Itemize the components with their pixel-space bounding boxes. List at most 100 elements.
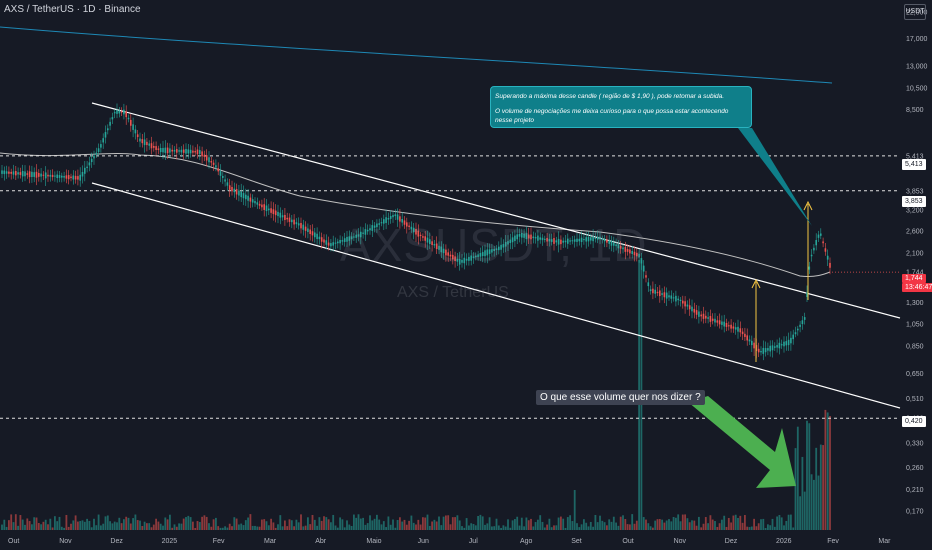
candle-body — [19, 172, 22, 175]
candle-body — [470, 255, 472, 261]
candle-body — [258, 203, 261, 206]
candle-body — [783, 341, 785, 347]
channel-upper-line[interactable] — [91, 102, 901, 319]
volume-bar — [534, 522, 537, 530]
x-tick-label: Fev — [827, 538, 839, 545]
candle-body — [484, 250, 486, 257]
volume-bar — [566, 517, 569, 530]
volume-bar — [502, 525, 505, 530]
candle-body — [493, 249, 495, 251]
candle-body — [458, 258, 461, 265]
candle-body — [337, 241, 339, 244]
volume-bar — [70, 523, 72, 530]
x-tick-label: Set — [571, 538, 582, 545]
volume-bar — [737, 517, 739, 530]
candle-body — [389, 216, 392, 219]
volume-bar — [543, 527, 546, 530]
volume-bar — [14, 514, 17, 530]
annotation-note[interactable]: Superando a máxima desse candle ( região… — [490, 86, 752, 128]
volume-bar — [382, 521, 385, 530]
candle-body — [348, 236, 351, 241]
short-moving-average[interactable] — [0, 152, 831, 277]
candle-body — [116, 110, 118, 114]
volume-bar — [440, 525, 443, 530]
volume-bar — [497, 525, 500, 530]
volume-bar — [228, 523, 231, 530]
volume-bar — [709, 515, 712, 530]
volume-bar — [794, 448, 797, 530]
candle-body — [318, 236, 321, 240]
volume-bar — [486, 523, 489, 530]
volume-bar — [19, 515, 22, 530]
long-moving-average[interactable] — [0, 26, 833, 84]
candle-body — [5, 171, 8, 174]
volume-bar — [571, 521, 574, 530]
candle-body — [412, 227, 415, 233]
candle-body — [707, 317, 709, 319]
channel-lower-line[interactable] — [91, 182, 901, 409]
volume-bar — [562, 518, 565, 530]
volume-bar — [74, 515, 77, 530]
annotation-question[interactable]: O que esse volume quer nos dizer ? — [536, 390, 705, 405]
volume-bar — [330, 522, 332, 530]
candle-body — [504, 242, 507, 247]
candle-body — [610, 240, 613, 246]
candle-body — [580, 237, 583, 243]
volume-bar — [481, 516, 484, 530]
candle-body — [369, 228, 371, 231]
candle-body — [447, 252, 449, 256]
candle-body — [201, 151, 203, 157]
volume-bar — [86, 518, 88, 530]
candle-body — [194, 151, 196, 153]
candle-body — [125, 111, 127, 118]
volume-bar — [474, 525, 477, 530]
candle-body — [732, 326, 735, 329]
x-tick-label: 2026 — [776, 538, 792, 545]
candle-body — [647, 282, 650, 287]
volume-bar — [31, 524, 33, 530]
y-tick-label: 1,300 — [906, 300, 924, 307]
candle-body — [438, 245, 440, 250]
candle-body — [10, 171, 12, 174]
green-arrow-icon[interactable] — [688, 396, 796, 488]
candle-body — [507, 241, 509, 245]
candle-body — [226, 182, 229, 186]
candle-body — [31, 171, 33, 177]
candle-body — [410, 226, 413, 230]
candle-body — [429, 239, 431, 244]
candle-body — [433, 244, 436, 246]
candle-body — [435, 243, 438, 250]
candle-body — [594, 237, 597, 240]
x-tick-label: 2025 — [162, 538, 178, 545]
candle-body — [675, 295, 677, 302]
candle-body — [532, 236, 535, 239]
candle-body — [521, 233, 523, 238]
volume-bar — [35, 517, 38, 530]
candle-body — [806, 292, 808, 297]
volume-bar — [523, 526, 525, 530]
volume-bar — [679, 521, 682, 530]
y-tick-label: 0,650 — [906, 371, 924, 378]
volume-bar — [240, 523, 243, 530]
volume-bar — [21, 519, 24, 530]
candle-body — [217, 168, 219, 172]
candle-body — [387, 218, 390, 220]
candle-body — [445, 249, 447, 256]
candle-body — [72, 175, 75, 180]
volume-bar — [509, 527, 512, 530]
volume-bar — [472, 524, 475, 530]
candle-body — [136, 134, 139, 138]
volume-bar — [601, 520, 604, 530]
candle-body — [323, 239, 325, 243]
volume-bar — [54, 516, 56, 530]
volume-bar — [65, 514, 68, 530]
candle-body — [316, 233, 318, 240]
candle-body — [350, 236, 353, 240]
volume-bar — [189, 517, 192, 530]
y-tick-label: 3,853 — [906, 188, 924, 195]
volume-bar — [583, 519, 585, 530]
volume-bar — [587, 526, 590, 530]
currency-unit-button[interactable]: USDT — [904, 4, 926, 20]
candle-body — [456, 258, 459, 262]
